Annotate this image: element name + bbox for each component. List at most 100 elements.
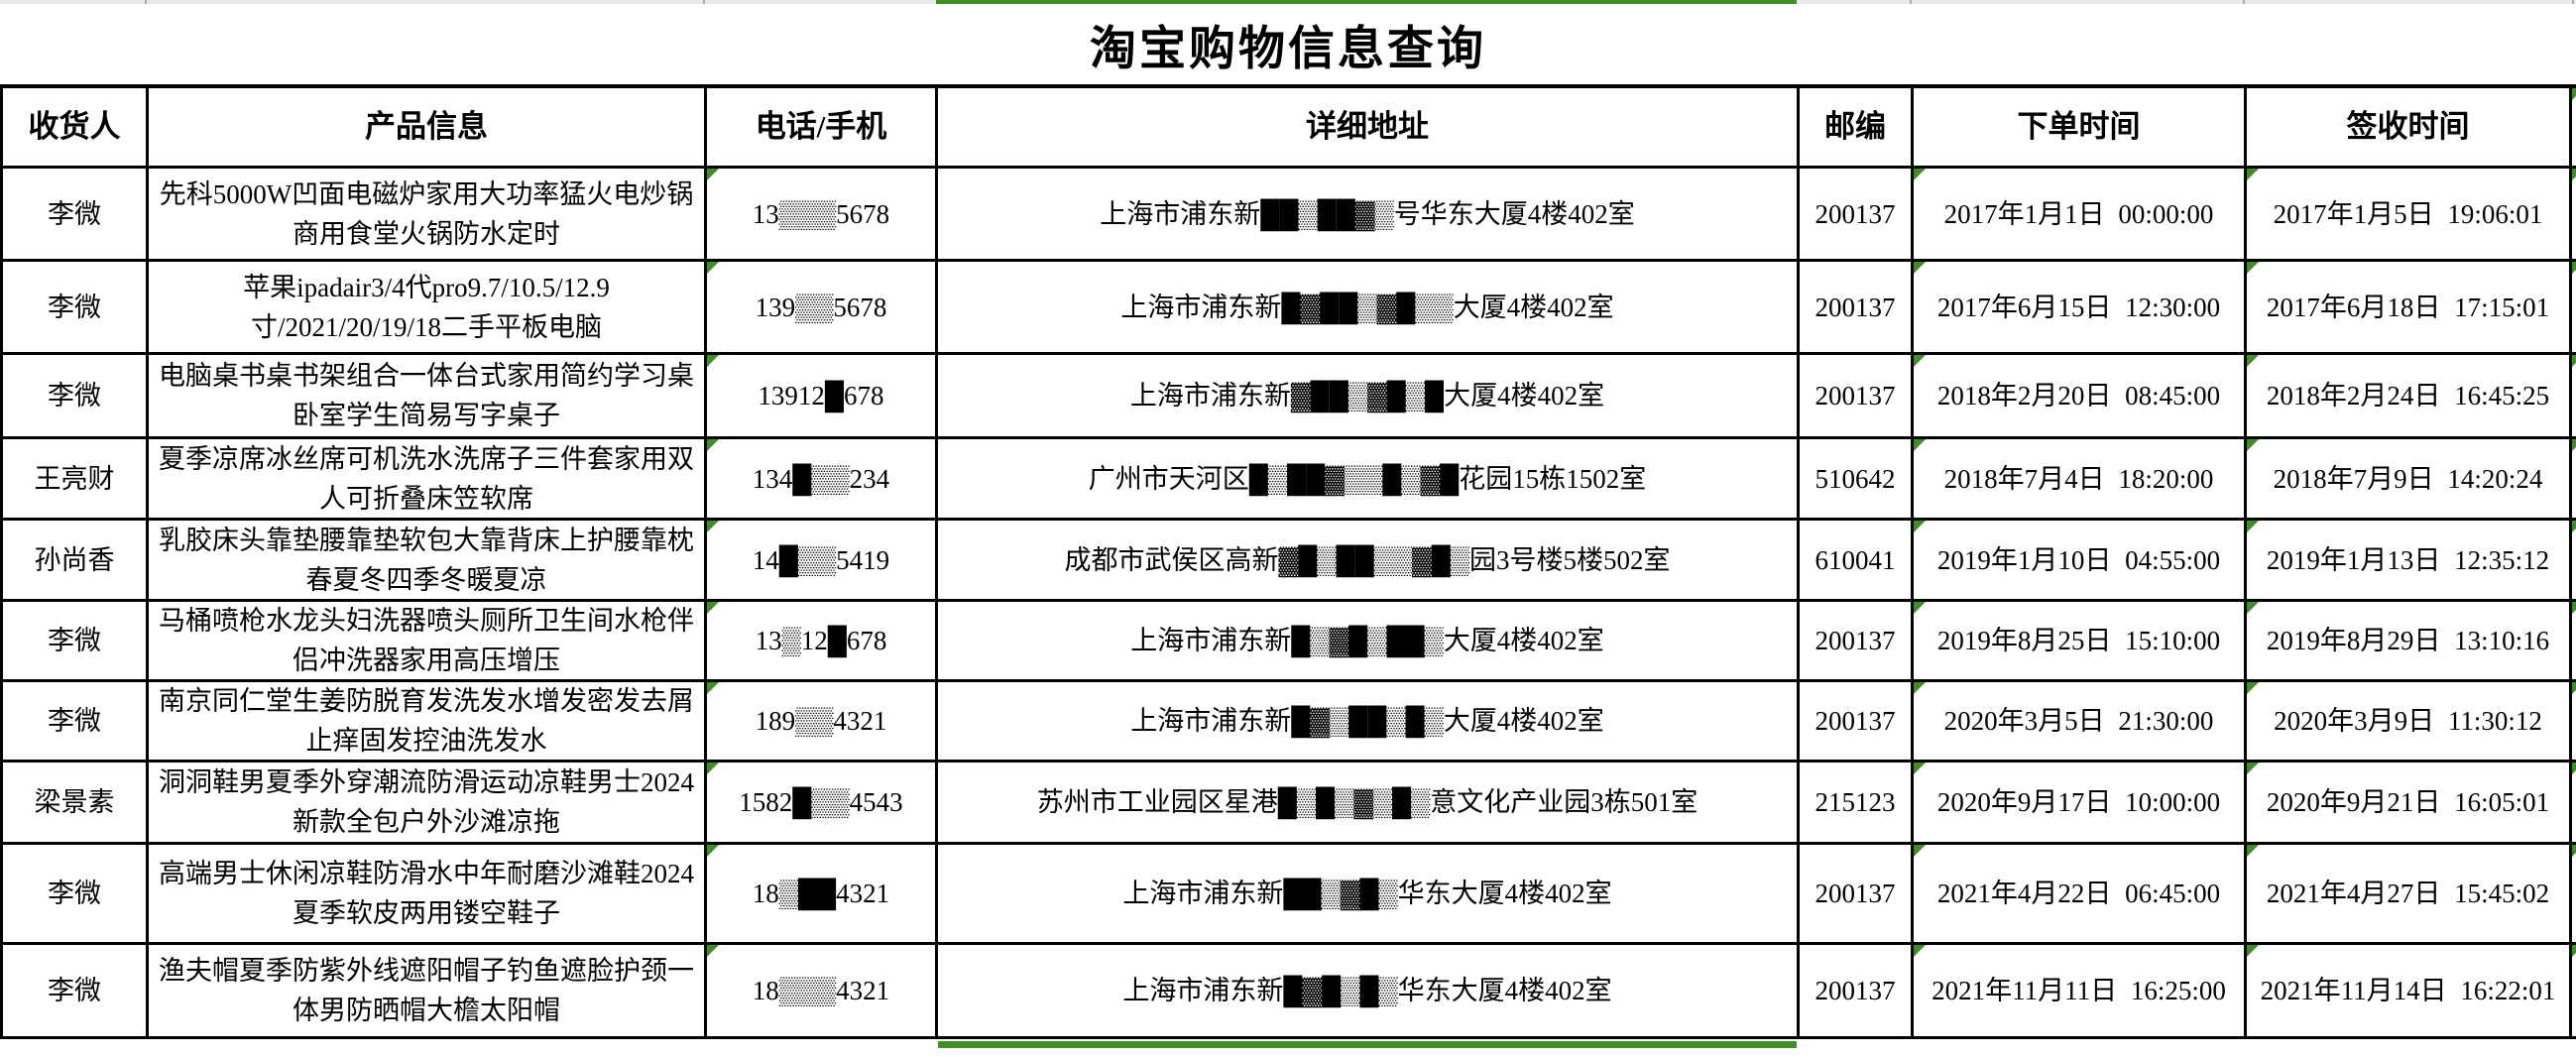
cell-sign_time[interactable]: 2021年11月14日 16:22:01 <box>2247 945 2569 1036</box>
cell-phone[interactable]: 139▒▒5678 <box>707 262 935 352</box>
cell-recipient[interactable]: 李微 <box>3 602 146 679</box>
cell-address[interactable]: 广州市天河区█▒██▓▒▒█▒▓█花园15栋1502室 <box>938 439 1797 518</box>
cell-zip[interactable]: 200137 <box>1800 945 1911 1036</box>
cell-zip[interactable]: 610041 <box>1800 521 1911 599</box>
cell-address[interactable]: 上海市浦东新█▓█▒█▒华东大厦4楼402室 <box>938 945 1797 1036</box>
cell-recipient[interactable]: 李微 <box>3 945 146 1036</box>
error-indicator-icon <box>2572 845 2576 857</box>
cell-phone[interactable]: 13912█678 <box>707 355 935 436</box>
cell-phone[interactable]: 13▒▒▒5678 <box>707 169 935 259</box>
error-indicator-icon <box>1914 763 1926 774</box>
cell-zip[interactable]: 200137 <box>1800 355 1911 436</box>
column-header-recipient[interactable]: 收货人 <box>3 88 146 166</box>
cell-recipient[interactable]: 李微 <box>3 682 146 760</box>
cell-sign_time[interactable]: 2018年2月24日 16:45:25 <box>2247 355 2569 436</box>
cell-sign_time[interactable]: 2021年4月27日 15:45:02 <box>2247 845 2569 942</box>
cell-product[interactable]: 乳胶床头靠垫腰靠垫软包大靠背床上护腰靠枕春夏冬四季冬暖夏凉 <box>149 521 704 599</box>
cell-recipient[interactable]: 李微 <box>3 262 146 352</box>
column-header-phone[interactable]: 电话/手机 <box>707 88 935 166</box>
cell-product[interactable]: 先科5000W凹面电磁炉家用大功率猛火电炒锅商用食堂火锅防水定时 <box>149 169 704 259</box>
cell-order_time[interactable]: 2017年1月1日 00:00:00 <box>1914 169 2244 259</box>
cell-phone[interactable]: 14█▒▒5419 <box>707 521 935 599</box>
cell-address[interactable]: 成都市武侯区高新▓█▒██▒▒▓█▒园3号楼5楼502室 <box>938 521 1797 599</box>
cell-product[interactable]: 高端男士休闲凉鞋防滑水中年耐磨沙滩鞋2024夏季软皮两用镂空鞋子 <box>149 845 704 942</box>
cell-product[interactable]: 夏季凉席冰丝席可机洗水洗席子三件套家用双人可折叠床笠软席 <box>149 439 704 518</box>
cell-phone[interactable]: 18▒▒▒4321 <box>707 945 935 1036</box>
error-indicator-icon <box>707 945 719 957</box>
cell-order_time[interactable]: 2021年4月22日 06:45:00 <box>1914 845 2244 942</box>
cell-order_time[interactable]: 2018年2月20日 08:45:00 <box>1914 355 2244 436</box>
cell-product[interactable]: 渔夫帽夏季防紫外线遮阳帽子钓鱼遮脸护颈一体男防晒帽大檐太阳帽 <box>149 945 704 1036</box>
cell-order_time[interactable]: 2018年7月4日 18:20:00 <box>1914 439 2244 518</box>
cell-address[interactable]: 上海市浦东新█▓██▒▓█▒▒大厦4楼402室 <box>938 262 1797 352</box>
error-indicator-icon <box>707 763 719 774</box>
cell-recipient[interactable]: 孙尚香 <box>3 521 146 599</box>
page-title[interactable]: 淘宝购物信息查询 <box>1090 24 1486 75</box>
cell-order_time[interactable]: 2020年3月5日 21:30:00 <box>1914 682 2244 760</box>
cell-sign_time[interactable]: 2019年8月29日 13:10:16 <box>2247 602 2569 679</box>
cell-phone[interactable]: 18▒██4321 <box>707 845 935 942</box>
error-indicator-icon <box>2247 945 2259 957</box>
cell-order_time[interactable]: 2020年9月17日 10:00:00 <box>1914 763 2244 842</box>
cell-recipient[interactable]: 李微 <box>3 845 146 942</box>
error-indicator-icon <box>2247 682 2259 694</box>
cell-address[interactable]: 上海市浦东新█▓▒██▒█▒大厦4楼402室 <box>938 682 1797 760</box>
cell-recipient[interactable]: 李微 <box>3 169 146 259</box>
grid-tick <box>703 0 705 4</box>
column-header-order-time[interactable]: 下单时间 <box>1914 88 2244 166</box>
error-indicator-icon <box>707 262 719 274</box>
cell-address[interactable]: 苏州市工业园区星港█▒█▒▓▒█▒意文化产业园3栋501室 <box>938 763 1797 842</box>
cell-recipient[interactable]: 王亮财 <box>3 439 146 518</box>
column-header-sliver <box>2572 88 2576 166</box>
cell-sign_time[interactable]: 2020年3月9日 11:30:12 <box>2247 682 2569 760</box>
cell-next-column-sliver <box>2572 682 2576 760</box>
cell-phone[interactable]: 1582█▒▒4543 <box>707 763 935 842</box>
cell-recipient[interactable]: 李微 <box>3 355 146 436</box>
cell-zip[interactable]: 200137 <box>1800 845 1911 942</box>
cell-product[interactable]: 电脑桌书桌书架组合一体台式家用简约学习桌卧室学生简易写字桌子 <box>149 355 704 436</box>
error-indicator-icon <box>2247 355 2259 367</box>
error-indicator-icon <box>2572 945 2576 957</box>
error-indicator-icon <box>2572 602 2576 614</box>
cell-phone[interactable]: 13▒12█678 <box>707 602 935 679</box>
cell-order_time[interactable]: 2017年6月15日 12:30:00 <box>1914 262 2244 352</box>
cell-order_time[interactable]: 2019年8月25日 15:10:00 <box>1914 602 2244 679</box>
column-header-sign-time[interactable]: 签收时间 <box>2247 88 2569 166</box>
cell-sign_time[interactable]: 2017年6月18日 17:15:01 <box>2247 262 2569 352</box>
cell-sign_time[interactable]: 2020年9月21日 16:05:01 <box>2247 763 2569 842</box>
cell-zip[interactable]: 200137 <box>1800 682 1911 760</box>
cell-phone[interactable]: 134█▒▒234 <box>707 439 935 518</box>
error-indicator-icon <box>2572 439 2576 451</box>
cell-order_time[interactable]: 2021年11月11日 16:25:00 <box>1914 945 2244 1036</box>
column-header-product[interactable]: 产品信息 <box>149 88 704 166</box>
cell-phone[interactable]: 189▒▒4321 <box>707 682 935 760</box>
cell-recipient[interactable]: 梁景素 <box>3 763 146 842</box>
cell-sign_time[interactable]: 2019年1月13日 12:35:12 <box>2247 521 2569 599</box>
cell-zip[interactable]: 215123 <box>1800 763 1911 842</box>
cell-order_time[interactable]: 2019年1月10日 04:55:00 <box>1914 521 2244 599</box>
error-indicator-icon <box>2247 262 2259 274</box>
cell-zip[interactable]: 200137 <box>1800 262 1911 352</box>
cell-zip[interactable]: 200137 <box>1800 169 1911 259</box>
cell-zip[interactable]: 510642 <box>1800 439 1911 518</box>
cell-address[interactable]: 上海市浦东新█▒▓█▒██▒大厦4楼402室 <box>938 602 1797 679</box>
error-indicator-icon <box>2247 602 2259 614</box>
grid-tick <box>1910 0 1912 4</box>
cell-product[interactable]: 洞洞鞋男夏季外穿潮流防滑运动凉鞋男士2024新款全包户外沙滩凉拖 <box>149 763 704 842</box>
cell-address[interactable]: 上海市浦东新██▒██▓▒号华东大厦4楼402室 <box>938 169 1797 259</box>
error-indicator-icon <box>2572 763 2576 774</box>
error-indicator-icon <box>1914 845 1926 857</box>
error-indicator-icon <box>2572 682 2576 694</box>
cell-zip[interactable]: 200137 <box>1800 602 1911 679</box>
cell-address[interactable]: 上海市浦东新██▒▓█▒华东大厦4楼402室 <box>938 845 1797 942</box>
cell-sign_time[interactable]: 2017年1月5日 19:06:01 <box>2247 169 2569 259</box>
cell-product[interactable]: 南京同仁堂生姜防脱育发洗发水增发密发去屑止痒固发控油洗发水 <box>149 682 704 760</box>
cell-sign_time[interactable]: 2018年7月9日 14:20:24 <box>2247 439 2569 518</box>
cell-address[interactable]: 上海市浦东新▓██▒▓█▒█大厦4楼402室 <box>938 355 1797 436</box>
cell-next-column-sliver <box>2572 439 2576 518</box>
cell-product[interactable]: 苹果ipadair3/4代pro9.7/10.5/12.9寸/2021/20/1… <box>149 262 704 352</box>
column-header-zip[interactable]: 邮编 <box>1800 88 1911 166</box>
cell-product[interactable]: 马桶喷枪水龙头妇洗器喷头厕所卫生间水枪伴侣冲洗器家用高压增压 <box>149 602 704 679</box>
error-indicator-icon <box>2572 262 2576 274</box>
column-header-address[interactable]: 详细地址 <box>938 88 1797 166</box>
